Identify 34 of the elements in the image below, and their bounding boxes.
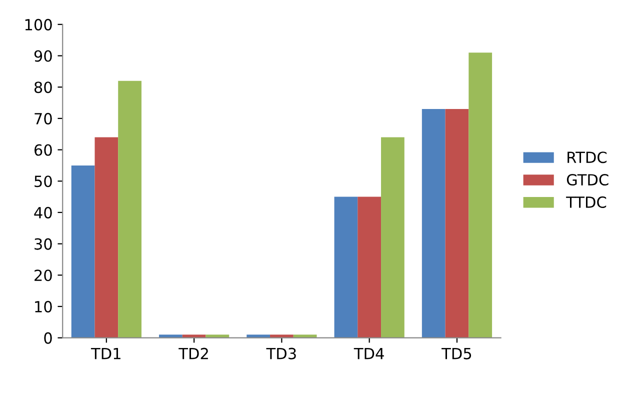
y-tick-label: 100 [25,18,52,30]
bar [246,334,270,338]
y-tick-label: 20 [34,270,52,282]
y-tick-label: 60 [34,144,52,156]
y-tick-label: 0 [44,332,52,344]
x-tick-label: TD3 [266,348,296,360]
bar [118,80,142,338]
y-tick-label: 80 [34,82,52,94]
bar [94,137,118,338]
y-tick-label: 70 [34,112,52,124]
bar [468,52,492,338]
x-tick-label: TD1 [90,348,120,360]
x-tick-label: TD5 [442,348,472,360]
bar [381,137,404,338]
x-tick-label: TD4 [354,348,384,360]
y-tick-label: 40 [34,206,52,218]
legend-label: TTDC [566,196,606,208]
y-tick-label: 10 [35,300,52,312]
bar [293,334,317,338]
y-tick-label: 50 [34,176,52,188]
bar [358,196,382,338]
bar [159,334,182,338]
bar [182,334,206,338]
bar [206,334,230,338]
bar [270,334,294,338]
y-tick-label: 30 [34,238,52,250]
x-tick-label: TD2 [178,348,208,360]
bar [71,165,95,338]
bar [422,109,446,338]
legend-label: RTDC [568,152,607,164]
bar [334,196,358,338]
y-tick-label: 90 [34,50,52,62]
legend-label: GTDC [566,174,608,186]
bar [445,109,469,338]
